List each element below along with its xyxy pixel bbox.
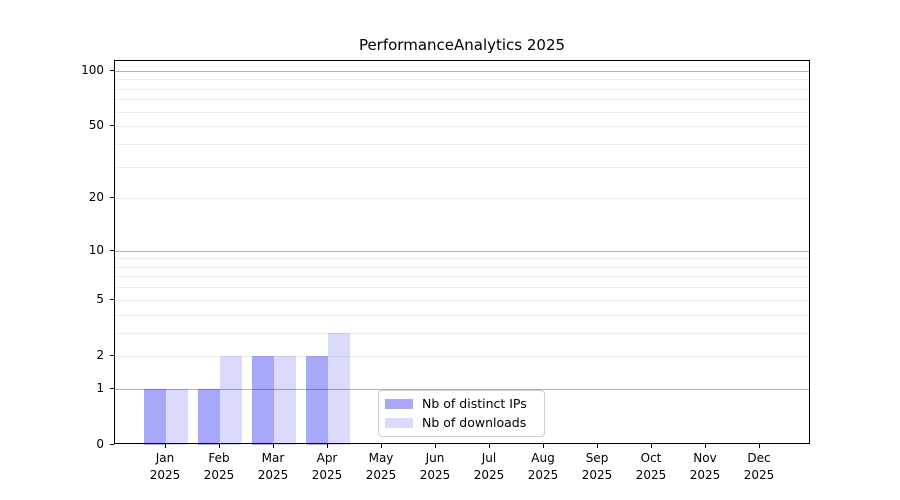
x-tick-label-dec: Dec 2025 (743, 451, 775, 482)
gridline-major-1 (115, 388, 809, 390)
bar-feb-distinct-ips (198, 388, 220, 445)
x-tick-mark-nov (705, 444, 706, 448)
x-tick-mark-may (381, 444, 382, 448)
y-tick-mark-5 (110, 298, 114, 300)
y-tick-mark-50 (110, 125, 114, 127)
gridline-minor-4 (115, 314, 809, 316)
y-tick-label-100: 100 (81, 62, 104, 77)
gridline-minor-8 (115, 266, 809, 268)
legend-item-downloads: Nb of downloads (385, 415, 536, 431)
y-tick-mark-20 (110, 197, 114, 199)
bar-mar-downloads (274, 355, 296, 445)
y-tick-label-2: 2 (96, 347, 104, 362)
x-tick-label-apr: Apr 2025 (311, 451, 343, 482)
gridline-major-10 (115, 250, 809, 252)
y-tick-label-10: 10 (88, 242, 104, 257)
bar-jan-distinct-ips (144, 388, 166, 445)
x-tick-label-nov: Nov 2025 (689, 451, 721, 482)
x-tick-mark-jun (435, 444, 436, 448)
y-tick-label-0: 0 (96, 437, 104, 451)
x-tick-label-jan: Jan 2025 (149, 451, 181, 482)
x-tick-mark-apr (327, 444, 328, 448)
y-tick-mark-100 (110, 69, 114, 71)
y-tick-mark-10 (110, 249, 114, 251)
x-tick-label-sep: Sep 2025 (581, 451, 613, 482)
legend-label-downloads: Nb of downloads (422, 415, 527, 430)
gridline-major-100 (115, 70, 809, 72)
x-tick-label-aug: Aug 2025 (527, 451, 559, 482)
bar-jan-downloads (166, 388, 188, 445)
bar-feb-downloads (220, 355, 242, 445)
y-tick-label-5: 5 (96, 291, 104, 306)
x-tick-label-mar: Mar 2025 (257, 451, 289, 482)
y-tick-mark-1 (110, 387, 114, 389)
x-tick-mark-sep (597, 444, 598, 448)
bar-apr-downloads (328, 332, 350, 445)
gridline-minor-5 (115, 299, 809, 301)
x-tick-mark-mar (273, 444, 274, 448)
x-tick-label-oct: Oct 2025 (635, 451, 667, 482)
legend-swatch-distinct-ips (385, 399, 413, 409)
x-tick-label-feb: Feb 2025 (203, 451, 235, 482)
y-tick-label-50: 50 (88, 118, 104, 133)
gridline-minor-90 (115, 79, 809, 81)
plot-area (114, 60, 810, 445)
x-tick-mark-feb (219, 444, 220, 448)
x-tick-label-jul: Jul 2025 (473, 451, 505, 482)
x-tick-mark-oct (651, 444, 652, 448)
x-tick-label-may: May 2025 (365, 451, 397, 482)
gridline-minor-50 (115, 126, 809, 128)
gridline-minor-80 (115, 88, 809, 90)
legend-item-distinct-ips: Nb of distinct IPs (385, 396, 536, 412)
legend: Nb of distinct IPs Nb of downloads (378, 390, 545, 437)
chart-title: PerformanceAnalytics 2025 (358, 36, 566, 54)
y-tick-mark-2 (110, 354, 114, 356)
bar-apr-distinct-ips (306, 355, 328, 445)
y-tick-label-1: 1 (96, 380, 104, 395)
y-tick-mark-0 (110, 444, 114, 445)
bar-mar-distinct-ips (252, 355, 274, 445)
gridline-minor-3 (115, 332, 809, 334)
gridline-minor-40 (115, 143, 809, 145)
x-tick-mark-jul (489, 444, 490, 448)
gridline-minor-20 (115, 198, 809, 200)
y-tick-label-20: 20 (88, 190, 104, 205)
gridline-minor-30 (115, 166, 809, 168)
gridline-minor-6 (115, 287, 809, 289)
x-tick-mark-dec (759, 444, 760, 448)
gridline-minor-70 (115, 99, 809, 101)
x-tick-label-jun: Jun 2025 (419, 451, 451, 482)
x-tick-mark-jan (165, 444, 166, 448)
gridline-minor-7 (115, 276, 809, 278)
gridline-minor-2 (115, 355, 809, 357)
legend-label-distinct-ips: Nb of distinct IPs (422, 396, 527, 411)
gridline-minor-9 (115, 258, 809, 260)
gridline-minor-60 (115, 111, 809, 113)
x-tick-mark-aug (543, 444, 544, 448)
legend-swatch-downloads (385, 418, 413, 428)
